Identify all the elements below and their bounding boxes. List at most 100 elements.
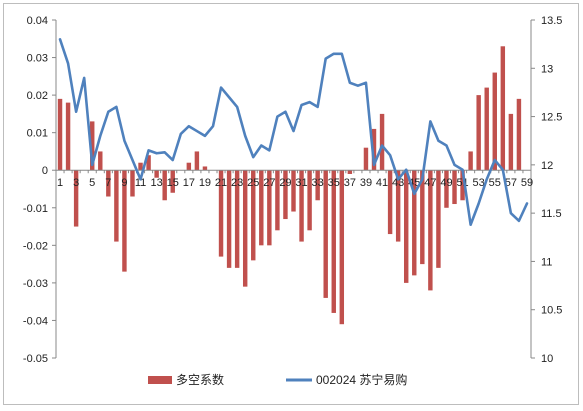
left-tick-label: 0.01	[27, 128, 48, 140]
bar	[484, 87, 489, 171]
x-tick-label: 13	[151, 177, 163, 189]
bar	[339, 170, 345, 325]
bar	[57, 98, 63, 171]
bar	[323, 170, 328, 298]
x-tick-label: 11	[135, 177, 146, 189]
bar	[259, 170, 264, 246]
bar-series	[57, 46, 522, 325]
right-axis: 10 10.5 11 11.5 12 12.5 13 13.5	[530, 15, 562, 365]
bar	[420, 170, 425, 265]
bar	[202, 166, 208, 171]
x-tick-label: 57	[505, 177, 517, 189]
bar	[452, 170, 457, 205]
x-tick-label: 19	[199, 177, 211, 189]
x-tick-label: 41	[376, 177, 388, 189]
x-tick-label: 15	[167, 177, 179, 189]
right-tick-label: 10	[541, 353, 553, 365]
legend: 多空系数 002024 苏宁易购	[148, 372, 407, 387]
bar	[371, 128, 377, 171]
bar	[162, 170, 167, 201]
x-tick-label: 53	[473, 177, 485, 189]
bar	[275, 170, 280, 231]
x-tick-label: 9	[121, 177, 127, 189]
bar	[315, 170, 320, 201]
right-tick-label: 13.5	[541, 15, 562, 27]
bar	[476, 95, 481, 171]
x-tick-label: 47	[424, 177, 436, 189]
left-tick-label: -0.04	[23, 315, 48, 327]
bar	[242, 170, 248, 287]
bar	[218, 170, 224, 257]
legend-bar-swatch	[148, 376, 172, 384]
right-tick-label: 12.5	[541, 112, 562, 124]
x-tick-label: 35	[328, 177, 340, 189]
right-tick-label: 11.5	[541, 208, 562, 220]
left-tick-label: 0	[42, 165, 48, 177]
bar	[387, 170, 393, 235]
left-tick-label: 0.04	[27, 15, 48, 27]
legend-line-label: 002024 苏宁易购	[316, 372, 407, 387]
bar	[251, 170, 256, 261]
bar	[395, 170, 401, 242]
legend-bar-label: 多空系数	[176, 372, 224, 387]
right-tick-label: 13	[541, 63, 553, 75]
x-tick-label: 31	[295, 177, 307, 189]
bar	[468, 151, 473, 171]
x-tick-label: 1	[57, 177, 63, 189]
bar	[428, 170, 433, 291]
x-tick-label: 25	[247, 177, 259, 189]
bar	[226, 170, 232, 268]
bar	[347, 170, 353, 174]
x-tick-label: 7	[105, 177, 111, 189]
bar	[291, 170, 296, 212]
bar	[122, 170, 127, 272]
bar	[138, 162, 143, 171]
x-axis: 1 3 5 7 9 11 13 15 17 19 21 23 25 27 29 31 33 35 37 39 41 43 4…	[55, 170, 533, 189]
x-tick-label: 21	[215, 177, 227, 189]
bar	[331, 170, 336, 313]
x-tick-label: 27	[263, 177, 275, 189]
bar	[363, 147, 369, 171]
bar	[130, 170, 135, 197]
x-tick-label: 43	[392, 177, 404, 189]
chart: -0.05 -0.04 -0.03 -0.02 -0.01 0 0.01 0.02 0.03 0.…	[23, 15, 563, 387]
bar	[106, 170, 111, 197]
left-tick-label: 0.03	[27, 53, 48, 65]
bar	[154, 170, 159, 178]
x-tick-label: 33	[312, 177, 324, 189]
x-tick-label: 29	[279, 177, 291, 189]
bar	[234, 170, 240, 268]
bar	[267, 170, 272, 246]
bar	[379, 113, 385, 171]
bar	[65, 102, 71, 171]
x-tick-label: 51	[456, 177, 468, 189]
left-tick-label: -0.02	[23, 240, 48, 252]
bar	[492, 72, 497, 171]
x-tick-label: 59	[521, 177, 533, 189]
bar	[170, 170, 175, 193]
bar	[90, 121, 95, 171]
bar	[436, 170, 441, 268]
x-tick-label: 5	[89, 177, 95, 189]
bar	[73, 170, 79, 227]
bar	[516, 98, 522, 171]
bar	[307, 170, 312, 231]
bar	[186, 162, 192, 171]
right-tick-label: 10.5	[541, 305, 562, 317]
x-tick-label: 17	[183, 177, 195, 189]
x-tick-label: 39	[360, 177, 372, 189]
bar	[403, 170, 409, 283]
x-tick-label: 37	[344, 177, 356, 189]
bar	[98, 151, 103, 171]
bar	[500, 46, 506, 171]
bar	[299, 170, 304, 242]
bar	[460, 170, 465, 201]
line-series-path	[58, 38, 529, 227]
bar	[283, 170, 288, 220]
bar	[444, 170, 449, 208]
left-axis: -0.05 -0.04 -0.03 -0.02 -0.01 0 0.01 0.02 0.03 0.…	[23, 15, 57, 365]
bar	[114, 170, 119, 242]
bar	[194, 151, 200, 171]
x-tick-label: 23	[231, 177, 243, 189]
right-tick-label: 12	[541, 160, 553, 172]
